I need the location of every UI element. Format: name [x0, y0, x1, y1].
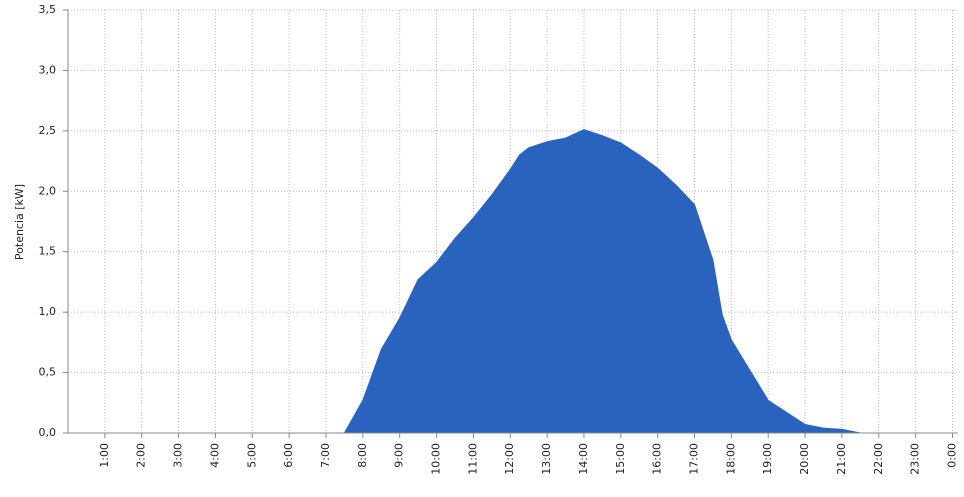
x-tick-label: 2:00 — [135, 443, 148, 468]
y-tick-label: 3,5 — [39, 3, 57, 16]
y-tick-label: 0,5 — [39, 366, 57, 379]
x-tick-label: 3:00 — [172, 443, 185, 468]
x-tick-label: 22:00 — [872, 443, 885, 475]
y-tick-label: 1,0 — [39, 305, 57, 318]
area — [325, 129, 861, 434]
x-tick-label: 7:00 — [319, 443, 332, 468]
x-tick-label: 23:00 — [909, 443, 922, 475]
x-tick-label: 6:00 — [282, 443, 295, 468]
x-tick-label: 8:00 — [356, 443, 369, 468]
x-tick-label: 17:00 — [688, 443, 701, 475]
y-tick-label: 0,0 — [39, 426, 57, 439]
x-tick-label: 18:00 — [724, 443, 737, 475]
x-tick-label: 0:00 — [945, 443, 958, 468]
x-tick-label: 9:00 — [393, 443, 406, 468]
x-tick-label: 10:00 — [430, 443, 443, 475]
x-tick-label: 14:00 — [577, 443, 590, 475]
x-tick-label: 5:00 — [245, 443, 258, 468]
y-tick-label: 2,0 — [39, 184, 57, 197]
x-tick-label: 4:00 — [208, 443, 221, 468]
x-tick-label: 12:00 — [503, 443, 516, 475]
y-tick-label: 2,5 — [39, 124, 57, 137]
y-tick-label: 3,0 — [39, 63, 57, 76]
y-tick-label: 1,5 — [39, 245, 57, 258]
y-axis-label: Potencia [kW] — [13, 184, 26, 260]
x-tick-label: 20:00 — [798, 443, 811, 475]
x-tick-label: 21:00 — [835, 443, 848, 475]
x-tick-label: 13:00 — [540, 443, 553, 475]
x-tick-label: 1:00 — [98, 443, 111, 468]
x-tick-label: 16:00 — [651, 443, 664, 475]
x-tick-label: 11:00 — [466, 443, 479, 475]
x-tick-label: 15:00 — [614, 443, 627, 475]
x-tick-label: 19:00 — [761, 443, 774, 475]
